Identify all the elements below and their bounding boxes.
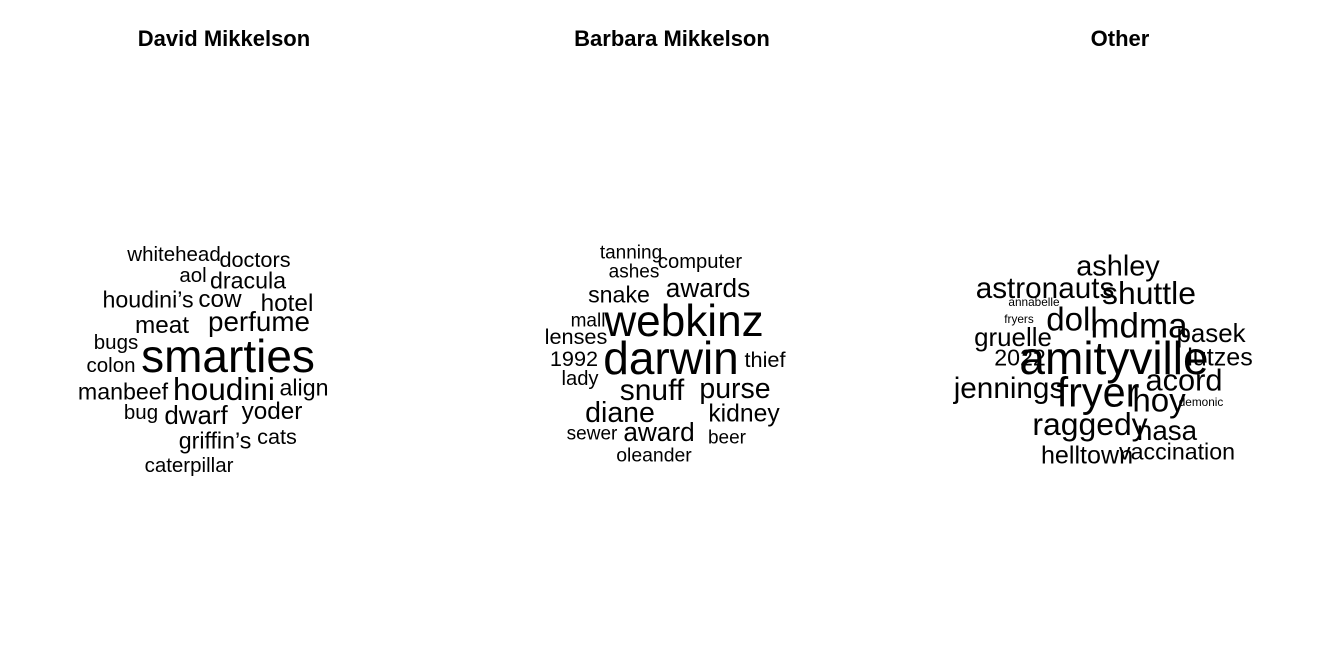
word-cloud-term: 1992 <box>549 346 599 372</box>
word-cloud-term: snuff <box>619 374 685 407</box>
word-cloud-term: annabelle <box>1008 295 1060 310</box>
word-cloud-panel-david: David Mikkelson smarties houdini perfume dw… <box>0 0 448 672</box>
panel-title: David Mikkelson <box>137 26 311 51</box>
word-cloud-term: vaccination <box>1118 438 1236 465</box>
panel-title: Other <box>1090 26 1150 51</box>
word-cloud-term: aol <box>179 263 207 287</box>
word-cloud-term: thief <box>744 347 786 373</box>
word-cloud-term: mdma <box>1090 306 1188 346</box>
word-cloud-term: purse <box>699 372 771 405</box>
word-cloud-term: lady <box>561 367 599 390</box>
word-cloud-term: shuttle <box>1102 275 1196 312</box>
word-cloud-term: beer <box>707 427 747 449</box>
word-cloud-term: gruelle <box>974 324 1052 353</box>
word-cloud-term: hotel <box>260 289 314 317</box>
word-cloud-term: cow <box>198 285 242 313</box>
word-cloud-term: sewer <box>566 423 618 445</box>
word-cloud-term: smarties <box>141 330 315 382</box>
word-cloud-term: astronauts <box>975 272 1115 306</box>
word-cloud-term: jennings <box>953 372 1065 406</box>
word-cloud-term: awards <box>665 272 751 303</box>
word-cloud-term: align <box>279 374 329 401</box>
word-cloud-term: fryer <box>1056 369 1140 416</box>
word-cloud-term: dwarf <box>164 402 228 431</box>
word-cloud-term: yoder <box>241 397 303 425</box>
word-cloud-term: demonic <box>1178 395 1224 410</box>
word-cloud-term: award <box>623 416 695 447</box>
word-cloud-term: acord <box>1145 362 1223 398</box>
panel-title: Barbara Mikkelson <box>574 26 770 51</box>
word-cloud-term: meat <box>134 311 190 339</box>
word-cloud-term: pasek <box>1176 320 1246 349</box>
word-cloud-term: manbeef <box>77 378 169 405</box>
word-cloud-term: oleander <box>616 444 692 467</box>
word-cloud-term: bugs <box>93 330 139 354</box>
word-cloud: amityville fryer mdma doll hoy raggedy shuttle… <box>896 0 1344 672</box>
word-cloud-term: caterpillar <box>144 453 234 477</box>
word-cloud-term: doll <box>1046 301 1098 339</box>
word-cloud-term: griffin’s <box>178 427 252 454</box>
word-cloud-term: lenses <box>544 324 608 350</box>
word-cloud-term: colon <box>86 353 136 377</box>
word-cloud-term: lutzes <box>1187 343 1253 372</box>
word-cloud-term: houdini’s <box>102 286 194 313</box>
word-cloud-term: darwin <box>603 332 739 384</box>
word-cloud-term: ashley <box>1076 250 1160 283</box>
word-cloud-term: fryers <box>1004 312 1034 327</box>
word-cloud-term: diane <box>585 396 655 429</box>
word-cloud-term: amityville <box>1019 332 1209 384</box>
word-cloud-term: houdini <box>173 371 275 408</box>
word-cloud-term: raggedy <box>1032 406 1148 443</box>
word-cloud-term: mall <box>570 310 606 332</box>
word-cloud: darwin webkinz snuff diane purse award awards k… <box>448 0 896 672</box>
word-cloud-term: cats <box>257 424 297 450</box>
word-cloud-term: ashes <box>608 261 660 283</box>
word-cloud-panel-barbara: Barbara Mikkelson darwin webkinz snuff dian… <box>448 0 896 672</box>
word-cloud-term: dracula <box>209 267 287 294</box>
word-cloud-term: webkinz <box>604 296 764 346</box>
word-cloud-term: tanning <box>599 242 663 264</box>
word-cloud-term: nasa <box>1136 415 1198 447</box>
word-cloud-panel-other: Other amityville fryer mdma doll hoy raggedy s… <box>896 0 1344 672</box>
word-cloud-term: helltown <box>1040 441 1134 470</box>
word-cloud-term: kidney <box>708 400 780 428</box>
word-cloud-term: computer <box>657 250 743 273</box>
word-cloud-term: snake <box>588 281 650 308</box>
word-cloud-term: whitehead <box>127 242 221 266</box>
word-cloud: smarties houdini perfume dwarf cow meat hotel y… <box>0 0 448 672</box>
word-cloud-term: 2022 <box>994 344 1046 371</box>
word-cloud-term: doctors <box>219 247 291 273</box>
word-cloud-term: bug <box>123 400 159 424</box>
word-cloud-term: perfume <box>208 306 310 338</box>
word-cloud-term: hoy <box>1132 382 1186 420</box>
